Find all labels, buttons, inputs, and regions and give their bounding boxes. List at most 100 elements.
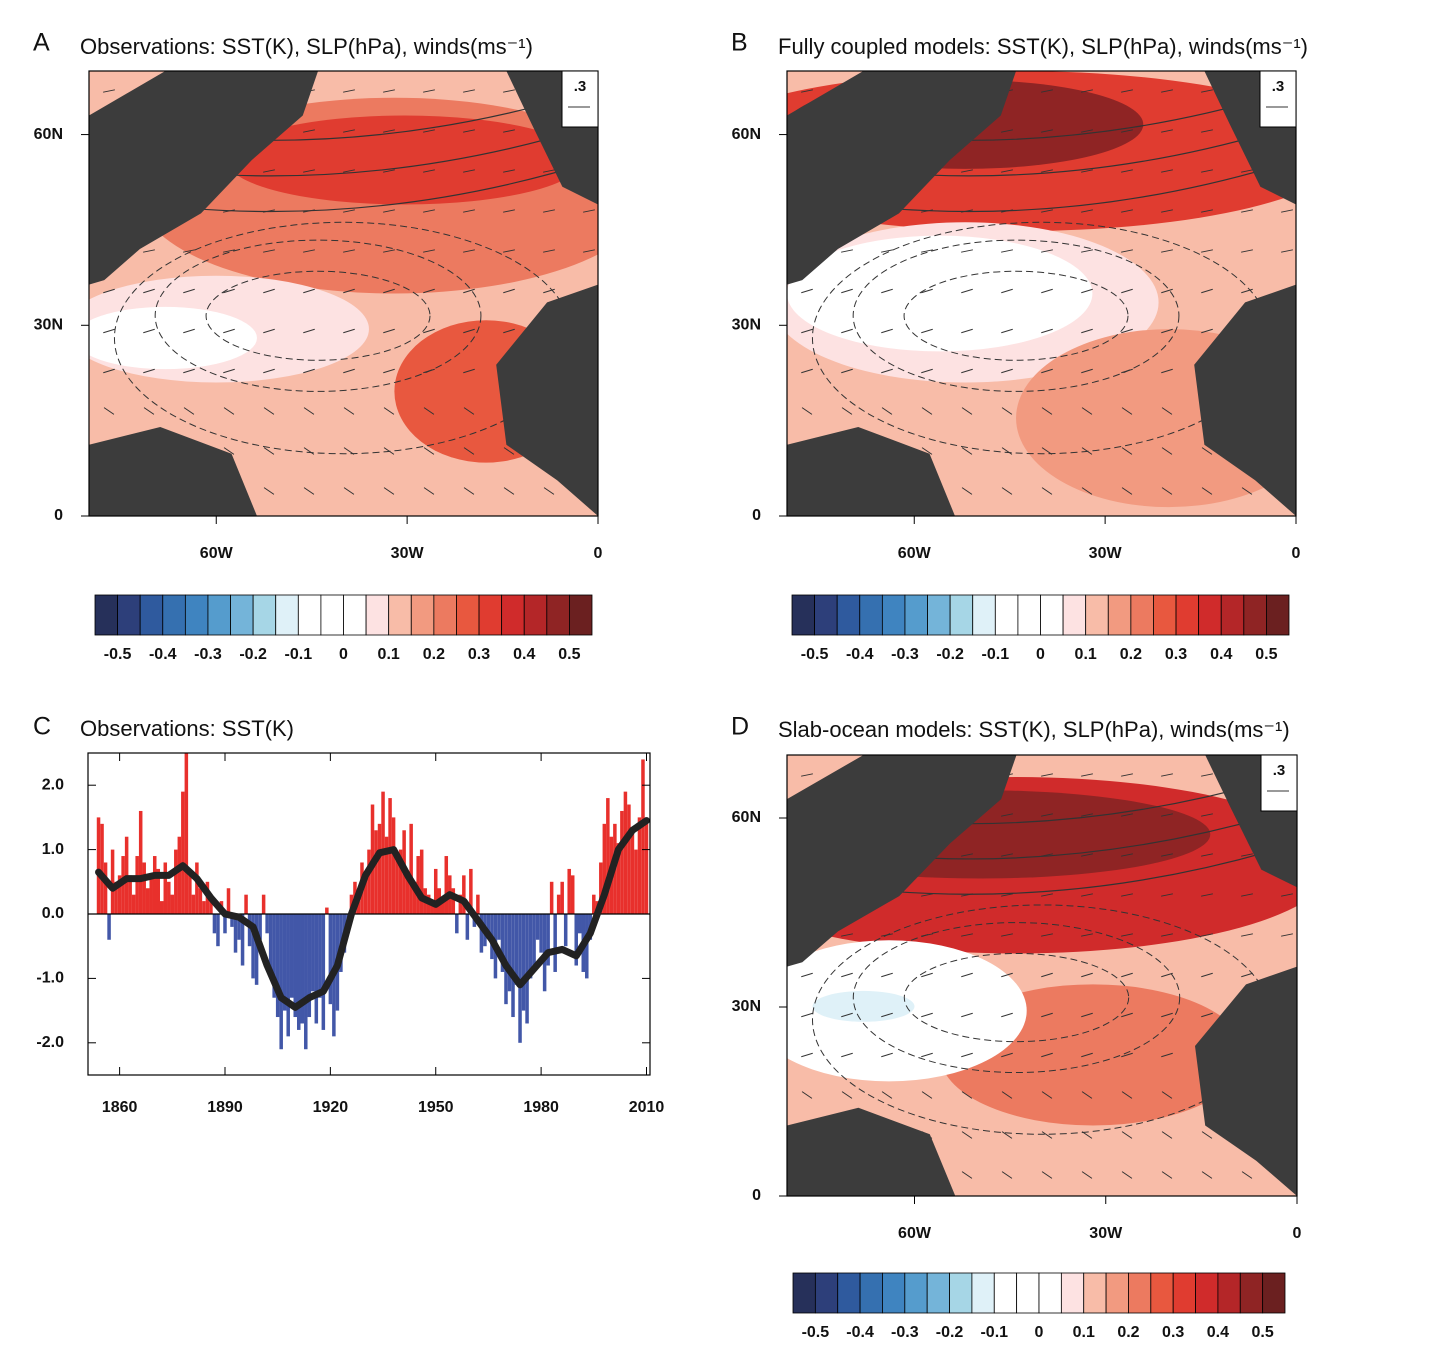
wind-vector xyxy=(961,249,973,253)
land xyxy=(787,755,1017,967)
colorbar-box xyxy=(1262,1272,1286,1314)
wind-vector xyxy=(961,407,973,415)
land xyxy=(787,71,1017,285)
wind-vector xyxy=(961,1131,973,1139)
bar xyxy=(535,914,540,940)
sst-field xyxy=(89,306,257,370)
wind-vector xyxy=(103,288,115,294)
colorbar-label: -0.5 xyxy=(802,1324,830,1341)
wind-vector xyxy=(801,328,813,334)
x-tick-label: 30W xyxy=(391,545,425,562)
wind-vector xyxy=(423,89,435,93)
bar xyxy=(177,836,182,914)
wind-vector xyxy=(463,487,475,495)
wind-vector xyxy=(303,447,315,455)
wind-vector xyxy=(1081,972,1093,978)
bar xyxy=(135,856,139,914)
colorbar-box xyxy=(1175,594,1200,636)
bar xyxy=(374,830,378,914)
bar xyxy=(528,914,533,979)
wind-vector xyxy=(1161,972,1173,978)
wind-vector xyxy=(1001,487,1013,495)
bar xyxy=(409,823,413,914)
bar xyxy=(451,888,456,914)
x-tick-label: 30W xyxy=(1089,1225,1123,1242)
bar xyxy=(289,914,294,998)
bar xyxy=(356,901,361,914)
wind-vector xyxy=(1001,368,1013,374)
wind-vector xyxy=(1161,328,1173,334)
wind-vector xyxy=(1241,249,1253,253)
colorbar-box xyxy=(230,594,254,636)
wind-vector xyxy=(1241,972,1253,978)
wind-vector xyxy=(1081,288,1093,294)
wind-vector xyxy=(1121,1171,1133,1179)
ref-box xyxy=(1259,70,1297,128)
wind-vector xyxy=(1241,209,1253,213)
wind-vector xyxy=(183,328,195,334)
wind-vector xyxy=(1081,368,1093,374)
wind-vector xyxy=(1121,169,1133,173)
wind-vector xyxy=(103,368,115,374)
bar xyxy=(117,875,122,914)
colorbar-box xyxy=(926,1272,950,1314)
colorbar-box xyxy=(1266,594,1290,636)
wind-vector xyxy=(423,249,435,253)
slp-contour xyxy=(852,239,1180,392)
wind-vector xyxy=(1161,853,1173,857)
wind-vector xyxy=(1121,487,1133,495)
wind-vector xyxy=(503,249,515,253)
colorbar-box xyxy=(1105,1272,1129,1314)
colorbar-box xyxy=(1107,594,1132,636)
bar xyxy=(103,862,108,914)
wind-vector xyxy=(961,1091,973,1099)
colorbar-box xyxy=(1040,594,1064,636)
wind-vector xyxy=(583,209,595,213)
wind-vector xyxy=(801,89,813,93)
smoothed-line xyxy=(95,817,650,1011)
wind-vector xyxy=(1201,1131,1213,1139)
wind-vector xyxy=(263,407,275,415)
wind-vector xyxy=(1161,893,1173,897)
x-tick-label: 60W xyxy=(898,1225,932,1242)
panel-label: A xyxy=(33,29,50,57)
wind-vector xyxy=(223,407,235,415)
wind-vector xyxy=(1241,1171,1253,1179)
colorbar-box xyxy=(184,594,209,636)
x-tick-label: 0 xyxy=(594,545,603,562)
colorbar-box xyxy=(1195,1272,1219,1314)
wind-vector xyxy=(1161,249,1173,253)
wind-vector xyxy=(1201,209,1213,213)
wind-vector xyxy=(263,487,275,495)
colorbar-box xyxy=(456,594,480,636)
wind-vector xyxy=(841,933,853,937)
colorbar-box xyxy=(972,594,996,636)
ref-box xyxy=(561,70,599,128)
wind-vector xyxy=(1001,1091,1013,1099)
land xyxy=(1195,966,1297,1196)
wind-vector xyxy=(503,447,515,455)
colorbar-label: 0.4 xyxy=(1210,646,1232,663)
wind-vector xyxy=(881,407,893,415)
wind-vector xyxy=(801,1052,813,1058)
map-area xyxy=(787,755,1297,1196)
wind-vector xyxy=(143,288,155,294)
wind-vector xyxy=(961,288,973,294)
bar xyxy=(230,914,234,927)
wind-vector xyxy=(1001,1171,1013,1179)
x-tick-label: 2010 xyxy=(629,1099,665,1116)
wind-vector xyxy=(103,89,115,93)
wind-vector xyxy=(1001,288,1013,294)
colorbar-box xyxy=(971,1272,995,1314)
wind-vector xyxy=(801,773,813,777)
wind-vector xyxy=(263,328,275,334)
wind-vector xyxy=(1121,933,1133,937)
wind-vector xyxy=(303,328,315,334)
wind-vector xyxy=(383,129,395,133)
wind-vector xyxy=(463,328,475,334)
x-tick-label: 1890 xyxy=(207,1099,243,1116)
bar xyxy=(532,914,536,966)
wind-vector xyxy=(841,972,853,978)
y-tick-label: 2.0 xyxy=(42,776,64,793)
wind-vector xyxy=(1281,209,1293,213)
